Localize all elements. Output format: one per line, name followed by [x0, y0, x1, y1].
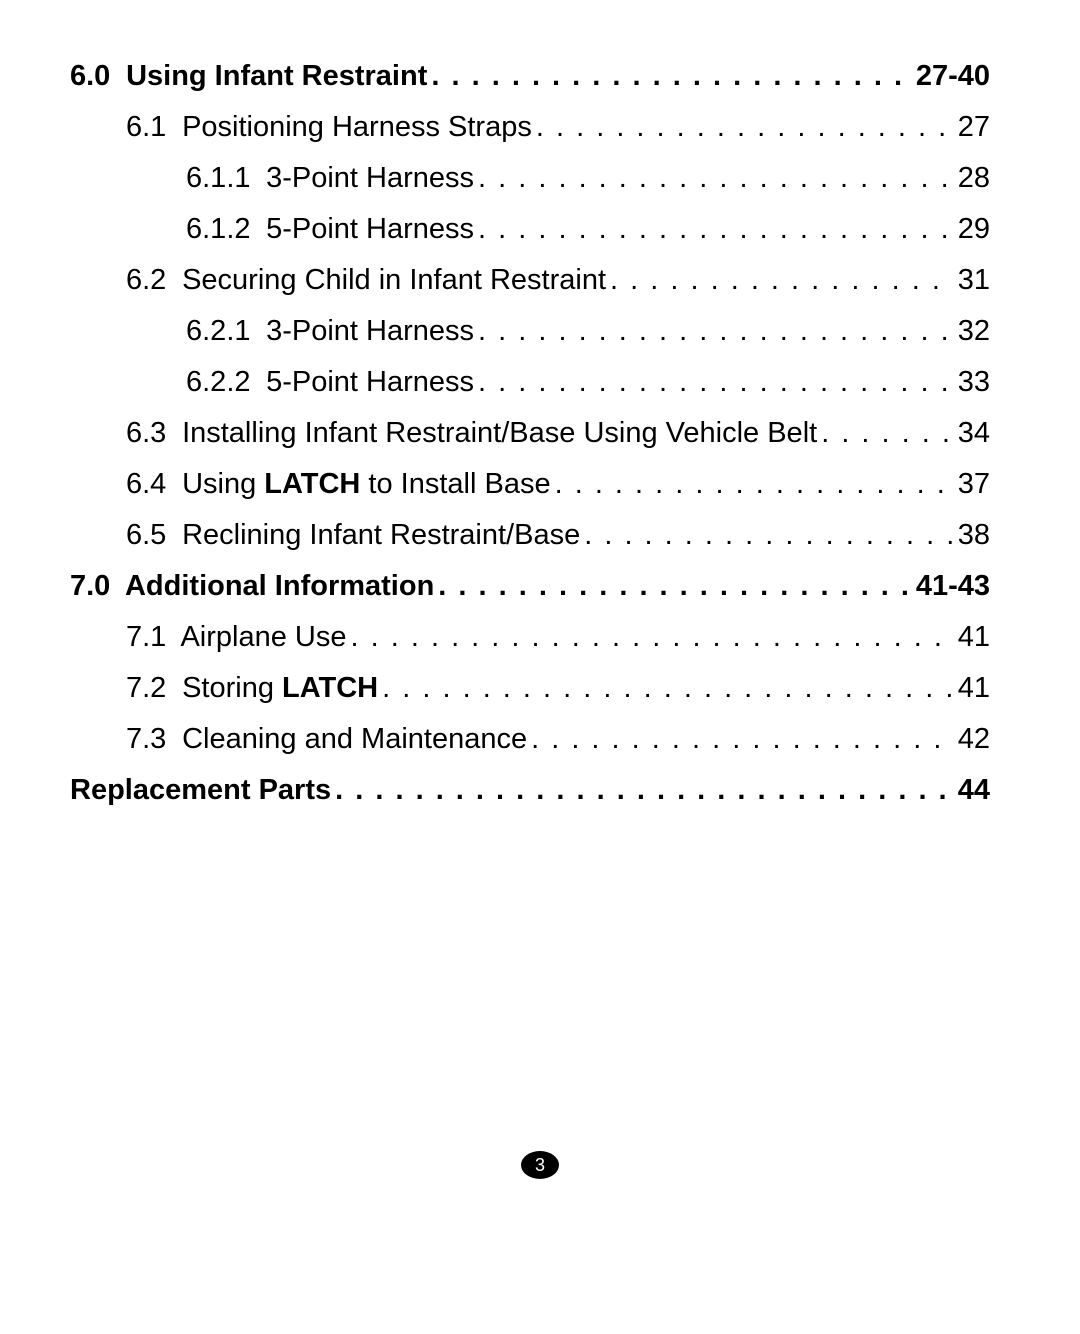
toc-label: 6.2.1 3-Point Harness — [186, 315, 474, 348]
toc-entry: 6.4 Using LATCH to Install Base . . . . … — [126, 468, 990, 501]
toc-dots: . . . . . . . . . . . . . . . . . . . . … — [555, 468, 954, 501]
toc-entry: 6.2.1 3-Point Harness . . . . . . . . . … — [186, 315, 990, 348]
toc-dots: . . . . . . . . . . . . . . . . . . . . … — [478, 162, 954, 195]
toc-entry: 7.1 Airplane Use . . . . . . . . . . . .… — [126, 621, 990, 654]
page-number-badge: 3 — [521, 1151, 559, 1179]
toc-label: 6.4 Using LATCH to Install Base — [126, 468, 551, 501]
toc-entry: 6.2 Securing Child in Infant Restraint .… — [126, 264, 990, 297]
toc-page: 41 — [958, 672, 990, 705]
toc-entry: 6.1.1 3-Point Harness . . . . . . . . . … — [186, 162, 990, 195]
toc-title-pre: Using — [182, 468, 264, 500]
toc-label: Replacement Parts — [70, 774, 331, 807]
toc-label: 6.2 Securing Child in Infant Restraint — [126, 264, 606, 297]
toc-entry: 7.0 Additional Information . . . . . . .… — [70, 570, 990, 603]
toc-dots: . . . . . . . . . . . . . . . . . . . . … — [382, 672, 954, 705]
toc-page: 28 — [958, 162, 990, 195]
toc-number: 6.3 — [126, 417, 174, 450]
toc-entry: 6.0 Using Infant Restraint . . . . . . .… — [70, 60, 990, 93]
toc-number: 6.1.1 — [186, 162, 258, 195]
toc-title: Additional Information — [125, 570, 434, 602]
toc-dots: . . . . . . . . . . . . . . . . . . . . … — [610, 264, 954, 297]
toc-page: 41-43 — [916, 570, 990, 603]
toc-page: 34 — [958, 417, 990, 450]
toc-title: Installing Infant Restraint/Base Using V… — [182, 417, 817, 449]
toc-entry: 6.2.2 5-Point Harness . . . . . . . . . … — [186, 366, 990, 399]
toc-number: 6.5 — [126, 519, 174, 552]
toc-number: 6.0 — [70, 60, 118, 93]
toc-label: 7.3 Cleaning and Maintenance — [126, 723, 527, 756]
toc-page: 27-40 — [916, 60, 990, 93]
toc-entry: 6.3 Installing Infant Restraint/Base Usi… — [126, 417, 990, 450]
toc-page: 32 — [958, 315, 990, 348]
toc-label: 6.3 Installing Infant Restraint/Base Usi… — [126, 417, 817, 450]
toc-title: Securing Child in Infant Restraint — [182, 264, 606, 296]
toc-number: 7.0 — [70, 570, 118, 603]
toc-page: 38 — [958, 519, 990, 552]
toc-page: 29 — [958, 213, 990, 246]
toc-number: 7.1 — [126, 621, 174, 654]
toc-title: 5-Point Harness — [266, 366, 474, 398]
toc-title: 3-Point Harness — [266, 315, 474, 347]
toc-title: 5-Point Harness — [266, 213, 474, 245]
toc-dots: . . . . . . . . . . . . . . . . . . . . … — [584, 519, 954, 552]
toc-dots: . . . . . . . . . . . . . . . . . . . . … — [431, 60, 911, 93]
toc-number: 6.2.1 — [186, 315, 258, 348]
toc-label: 7.1 Airplane Use — [126, 621, 347, 654]
toc-dots: . . . . . . . . . . . . . . . . . . . . … — [478, 315, 954, 348]
toc-page: 27 — [958, 111, 990, 144]
toc-label: 6.2.2 5-Point Harness — [186, 366, 474, 399]
toc-entry: 6.1.2 5-Point Harness . . . . . . . . . … — [186, 213, 990, 246]
toc-label: 6.0 Using Infant Restraint — [70, 60, 427, 93]
toc-title: Replacement Parts — [70, 774, 331, 806]
toc-page: 37 — [958, 468, 990, 501]
toc-container: 6.0 Using Infant Restraint . . . . . . .… — [70, 60, 990, 807]
toc-entry: 7.2 Storing LATCH . . . . . . . . . . . … — [126, 672, 990, 705]
toc-number: 7.2 — [126, 672, 174, 705]
toc-number: 6.2 — [126, 264, 174, 297]
toc-number: 7.3 — [126, 723, 174, 756]
toc-label: 6.1.1 3-Point Harness — [186, 162, 474, 195]
toc-entry: 6.5 Reclining Infant Restraint/Base . . … — [126, 519, 990, 552]
toc-title: Cleaning and Maintenance — [182, 723, 527, 755]
toc-dots: . . . . . . . . . . . . . . . . . . . . … — [478, 366, 954, 399]
toc-title: Reclining Infant Restraint/Base — [182, 519, 580, 551]
toc-page: 44 — [958, 774, 990, 807]
toc-number: 6.2.2 — [186, 366, 258, 399]
toc-entry: 6.1 Positioning Harness Straps . . . . .… — [126, 111, 990, 144]
toc-page: 42 — [958, 723, 990, 756]
toc-title: Positioning Harness Straps — [182, 111, 532, 143]
toc-title: 3-Point Harness — [266, 162, 474, 194]
toc-number: 6.1 — [126, 111, 174, 144]
toc-entry: 7.3 Cleaning and Maintenance . . . . . .… — [126, 723, 990, 756]
toc-title: Airplane Use — [180, 621, 346, 653]
toc-dots: . . . . . . . . . . . . . . . . . . . . … — [351, 621, 954, 654]
toc-label: 6.5 Reclining Infant Restraint/Base — [126, 519, 580, 552]
toc-dots: . . . . . . . . . . . . . . . . . . . . … — [478, 213, 954, 246]
toc-title-bold: LATCH — [282, 672, 378, 704]
toc-page: 41 — [958, 621, 990, 654]
toc-dots: . . . . . . . . . . . . . . . . . . . . … — [536, 111, 954, 144]
toc-entry: Replacement Parts . . . . . . . . . . . … — [70, 774, 990, 807]
page-number: 3 — [535, 1155, 545, 1176]
toc-dots: . . . . . . . . . . . . . . . . . . . . … — [821, 417, 954, 450]
toc-number: 6.4 — [126, 468, 174, 501]
toc-dots: . . . . . . . . . . . . . . . . . . . . … — [438, 570, 912, 603]
toc-title-post: to Install Base — [360, 468, 550, 500]
toc-dots: . . . . . . . . . . . . . . . . . . . . … — [335, 774, 954, 807]
toc-title-bold: LATCH — [264, 468, 360, 500]
toc-title: Using Infant Restraint — [126, 60, 427, 92]
toc-page: 31 — [958, 264, 990, 297]
toc-label: 6.1.2 5-Point Harness — [186, 213, 474, 246]
toc-page: 33 — [958, 366, 990, 399]
toc-label: 6.1 Positioning Harness Straps — [126, 111, 532, 144]
toc-label: 7.0 Additional Information — [70, 570, 434, 603]
toc-title-pre: Storing — [182, 672, 282, 704]
toc-number: 6.1.2 — [186, 213, 258, 246]
toc-label: 7.2 Storing LATCH — [126, 672, 378, 705]
toc-dots: . . . . . . . . . . . . . . . . . . . . … — [531, 723, 954, 756]
